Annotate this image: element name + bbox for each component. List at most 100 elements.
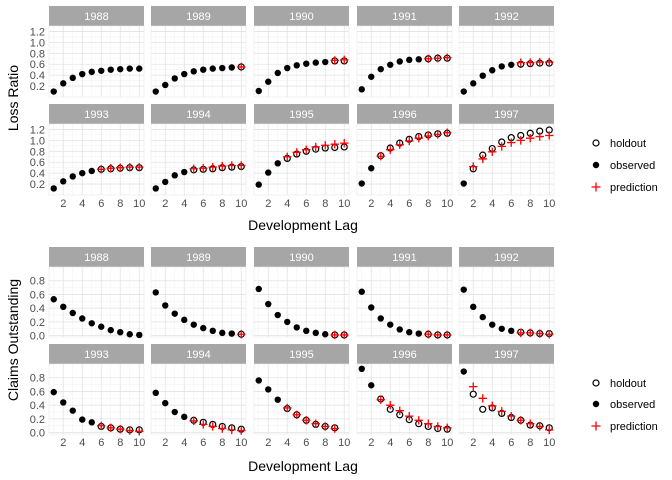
panel-title: 1993 [84,349,108,361]
observed-point [368,304,375,311]
observed-point [219,329,226,337]
prediction-point [516,416,525,425]
observed-point [69,407,76,414]
observed-point [79,315,86,322]
observed-point [88,419,95,426]
observed-point [98,67,105,74]
x-tick-label: 4 [181,198,187,210]
observed-point [171,310,178,317]
x-tick-label: 8 [425,437,431,449]
observed-point [69,173,76,180]
prediction-point [488,401,497,411]
prediction-point [292,148,301,157]
prediction-point [405,136,414,146]
panel-plot-area [253,363,350,435]
observed-point [396,326,403,333]
legend-label: observed [610,160,655,172]
observed-point [508,327,515,335]
panel-title: 1995 [289,349,313,361]
x-tick-label: 2 [470,198,476,210]
observed-point [284,64,291,72]
y-tick-label: 0.4 [30,70,45,82]
observed-point [200,324,207,332]
prediction-point [414,416,423,425]
panel-strip [151,6,246,26]
legend-label: observed [610,399,655,411]
y-tick-label: 0.2 [30,179,45,191]
observed-point [460,286,467,293]
prediction-point [405,411,414,421]
panel-strip [49,104,144,124]
observed-point [69,309,76,317]
prediction-point [376,395,385,404]
observed-point [293,324,300,331]
observed-point [126,331,133,338]
x-tick-label: 4 [79,437,85,449]
observed-point [79,70,86,78]
prediction-point [106,164,115,173]
x-tick-label: 6 [200,198,206,210]
x-tick-label: 10 [235,437,247,449]
observed-point [368,73,375,80]
observed-point [508,61,515,68]
prediction-point [395,406,404,415]
prediction-point [545,57,554,67]
observed-point [50,185,57,192]
observed-point [60,178,67,185]
observed-point [60,303,67,311]
y-tick-label: 0.6 [30,289,45,301]
panel-1992: 1992 [458,247,555,339]
observed-point [171,172,178,179]
prediction-point [321,141,330,150]
observed-point [255,377,262,384]
observed-point [152,185,159,192]
observed-point [284,318,291,326]
panel-strip [459,344,554,364]
prediction-point [526,58,535,67]
observed-point [303,60,310,67]
observed-point [88,167,95,175]
panel-title: 1988 [84,11,108,23]
y-axis-title: Claims Outstanding [5,279,21,401]
prediction-point [545,131,554,140]
prediction-point [311,419,320,428]
prediction-point [535,329,544,338]
observed-point [265,386,272,393]
observed-point [69,74,76,82]
observed-point [190,321,197,328]
prediction-point [478,154,487,164]
observed-point [171,408,178,416]
observed-point [265,300,272,308]
x-tick-label: 2 [368,198,374,210]
panel-plot-area [458,363,555,435]
prediction-point [218,424,227,433]
prediction-point [97,421,106,430]
prediction-point [424,54,433,63]
panel-title: 1988 [84,252,108,264]
observed-point [107,66,114,73]
panel-title: 1992 [494,252,518,264]
observed-point [377,315,384,322]
y-tick-label: 0.0 [30,331,45,343]
observed-point [152,289,159,296]
legend-holdout-key [592,139,600,147]
observed-point [255,285,262,293]
observed-point [190,68,197,75]
observed-point [274,69,281,77]
panel-title: 1990 [289,252,313,264]
holdout-point [479,405,487,413]
x-tick-label: 8 [219,437,225,449]
y-tick-label: 0.6 [30,59,45,71]
panel-title: 1993 [84,109,108,121]
panel-plot-area [150,266,247,338]
observed-point [98,323,105,330]
observed-point [489,67,496,74]
prediction-point [433,130,442,139]
observed-point [181,168,188,176]
prediction-point [340,330,349,340]
y-tick-label: 0.0 [30,428,45,440]
panel-1995: 1995 2 4 6 8 10 [253,104,350,210]
panel-title: 1994 [186,349,210,361]
observed-point [303,327,310,335]
